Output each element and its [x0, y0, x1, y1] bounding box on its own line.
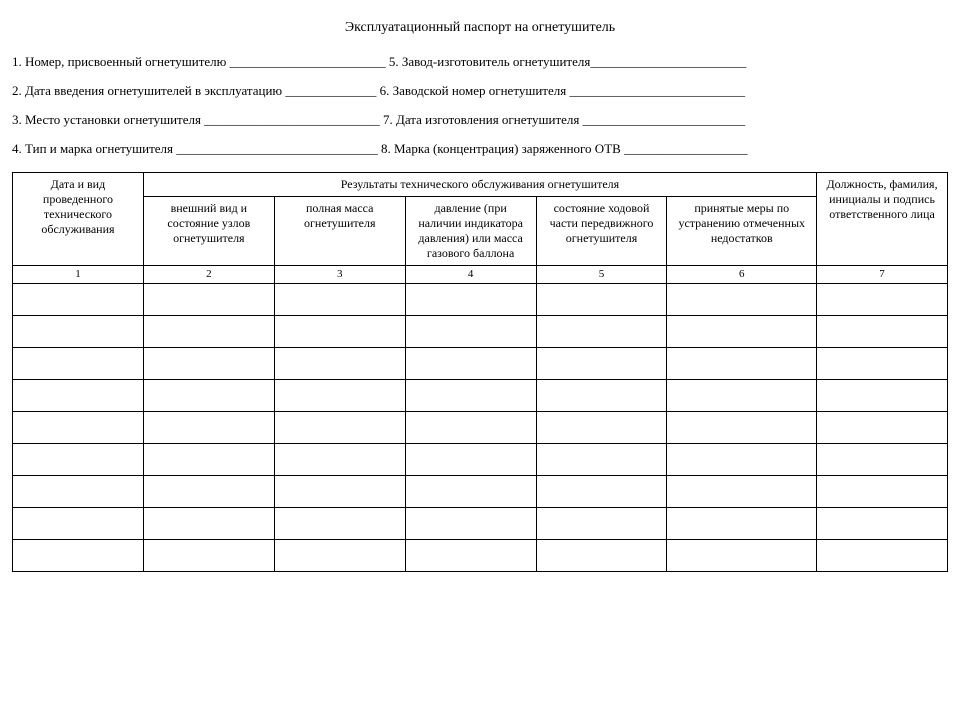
- table-row: [13, 347, 948, 379]
- table-cell: [536, 475, 667, 507]
- table-cell: [13, 347, 144, 379]
- table-cell: [817, 347, 948, 379]
- table-cell: [817, 443, 948, 475]
- col-num-4: 4: [405, 265, 536, 283]
- table-row: [13, 475, 948, 507]
- field-line-4: 4. Тип и марка огнетушителя ____________…: [12, 141, 948, 158]
- table-cell: [274, 475, 405, 507]
- table-cell: [13, 507, 144, 539]
- table-cell: [143, 283, 274, 315]
- table-cell: [667, 283, 817, 315]
- table-cell: [405, 347, 536, 379]
- table-cell: [405, 443, 536, 475]
- table-cell: [143, 539, 274, 571]
- table-cell: [536, 507, 667, 539]
- table-cell: [13, 443, 144, 475]
- table-cell: [143, 507, 274, 539]
- table-cell: [536, 347, 667, 379]
- table-row: [13, 443, 948, 475]
- table-cell: [143, 411, 274, 443]
- col-num-1: 1: [13, 265, 144, 283]
- table-cell: [667, 315, 817, 347]
- header-row-2: внешний вид и состояние узлов огнетушите…: [13, 196, 948, 265]
- table-cell: [143, 475, 274, 507]
- header-measures: принятые меры по устранению отмеченных н…: [667, 196, 817, 265]
- table-cell: [667, 539, 817, 571]
- table-cell: [405, 411, 536, 443]
- table-cell: [143, 315, 274, 347]
- header-appearance: внешний вид и состояние узлов огнетушите…: [143, 196, 274, 265]
- maintenance-table: Дата и вид проведенного технического обс…: [12, 172, 948, 572]
- header-chassis: состояние ходовой части передвижного огн…: [536, 196, 667, 265]
- table-cell: [536, 379, 667, 411]
- col-num-2: 2: [143, 265, 274, 283]
- col-num-7: 7: [817, 265, 948, 283]
- table-cell: [817, 539, 948, 571]
- document-title: Эксплуатационный паспорт на огнетушитель: [12, 20, 948, 36]
- table-cell: [143, 379, 274, 411]
- col-num-3: 3: [274, 265, 405, 283]
- table-cell: [274, 315, 405, 347]
- table-cell: [667, 379, 817, 411]
- table-cell: [13, 475, 144, 507]
- table-cell: [667, 475, 817, 507]
- table-cell: [536, 283, 667, 315]
- field-line-1: 1. Номер, присвоенный огнетушителю _____…: [12, 54, 948, 71]
- table-cell: [274, 411, 405, 443]
- field-line-2: 2. Дата введения огнетушителей в эксплуа…: [12, 83, 948, 100]
- table-cell: [405, 507, 536, 539]
- table-cell: [13, 411, 144, 443]
- header-mass: полная масса огнетушителя: [274, 196, 405, 265]
- table-cell: [143, 347, 274, 379]
- table-cell: [405, 539, 536, 571]
- table-cell: [274, 507, 405, 539]
- table-cell: [667, 411, 817, 443]
- table-cell: [817, 411, 948, 443]
- table-row: [13, 283, 948, 315]
- table-cell: [13, 539, 144, 571]
- col-num-6: 6: [667, 265, 817, 283]
- field-line-3: 3. Место установки огнетушителя ________…: [12, 112, 948, 129]
- table-cell: [13, 379, 144, 411]
- header-signature: Должность, фамилия, инициалы и подпись о…: [817, 172, 948, 265]
- table-cell: [536, 411, 667, 443]
- col-num-5: 5: [536, 265, 667, 283]
- table-cell: [536, 539, 667, 571]
- table-row: [13, 315, 948, 347]
- table-cell: [143, 443, 274, 475]
- table-cell: [405, 475, 536, 507]
- header-results-group: Результаты технического обслуживания огн…: [143, 172, 816, 196]
- table-row: [13, 507, 948, 539]
- table-cell: [817, 507, 948, 539]
- table-body: [13, 283, 948, 571]
- table-cell: [667, 347, 817, 379]
- table-cell: [817, 315, 948, 347]
- table-cell: [274, 283, 405, 315]
- table-cell: [274, 539, 405, 571]
- table-cell: [13, 283, 144, 315]
- table-row: [13, 411, 948, 443]
- table-cell: [536, 315, 667, 347]
- table-cell: [667, 443, 817, 475]
- table-cell: [13, 315, 144, 347]
- table-row: [13, 379, 948, 411]
- table-cell: [405, 315, 536, 347]
- table-cell: [274, 379, 405, 411]
- table-row: [13, 539, 948, 571]
- table-cell: [536, 443, 667, 475]
- table-cell: [817, 475, 948, 507]
- header-row-1: Дата и вид проведенного технического обс…: [13, 172, 948, 196]
- header-pressure: давление (при наличии индикатора давлени…: [405, 196, 536, 265]
- table-cell: [274, 347, 405, 379]
- form-fields: 1. Номер, присвоенный огнетушителю _____…: [12, 54, 948, 158]
- table-cell: [274, 443, 405, 475]
- table-cell: [817, 379, 948, 411]
- table-cell: [667, 507, 817, 539]
- table-cell: [405, 283, 536, 315]
- table-cell: [817, 283, 948, 315]
- table-cell: [405, 379, 536, 411]
- number-row: 1 2 3 4 5 6 7: [13, 265, 948, 283]
- header-date-type: Дата и вид проведенного технического обс…: [13, 172, 144, 265]
